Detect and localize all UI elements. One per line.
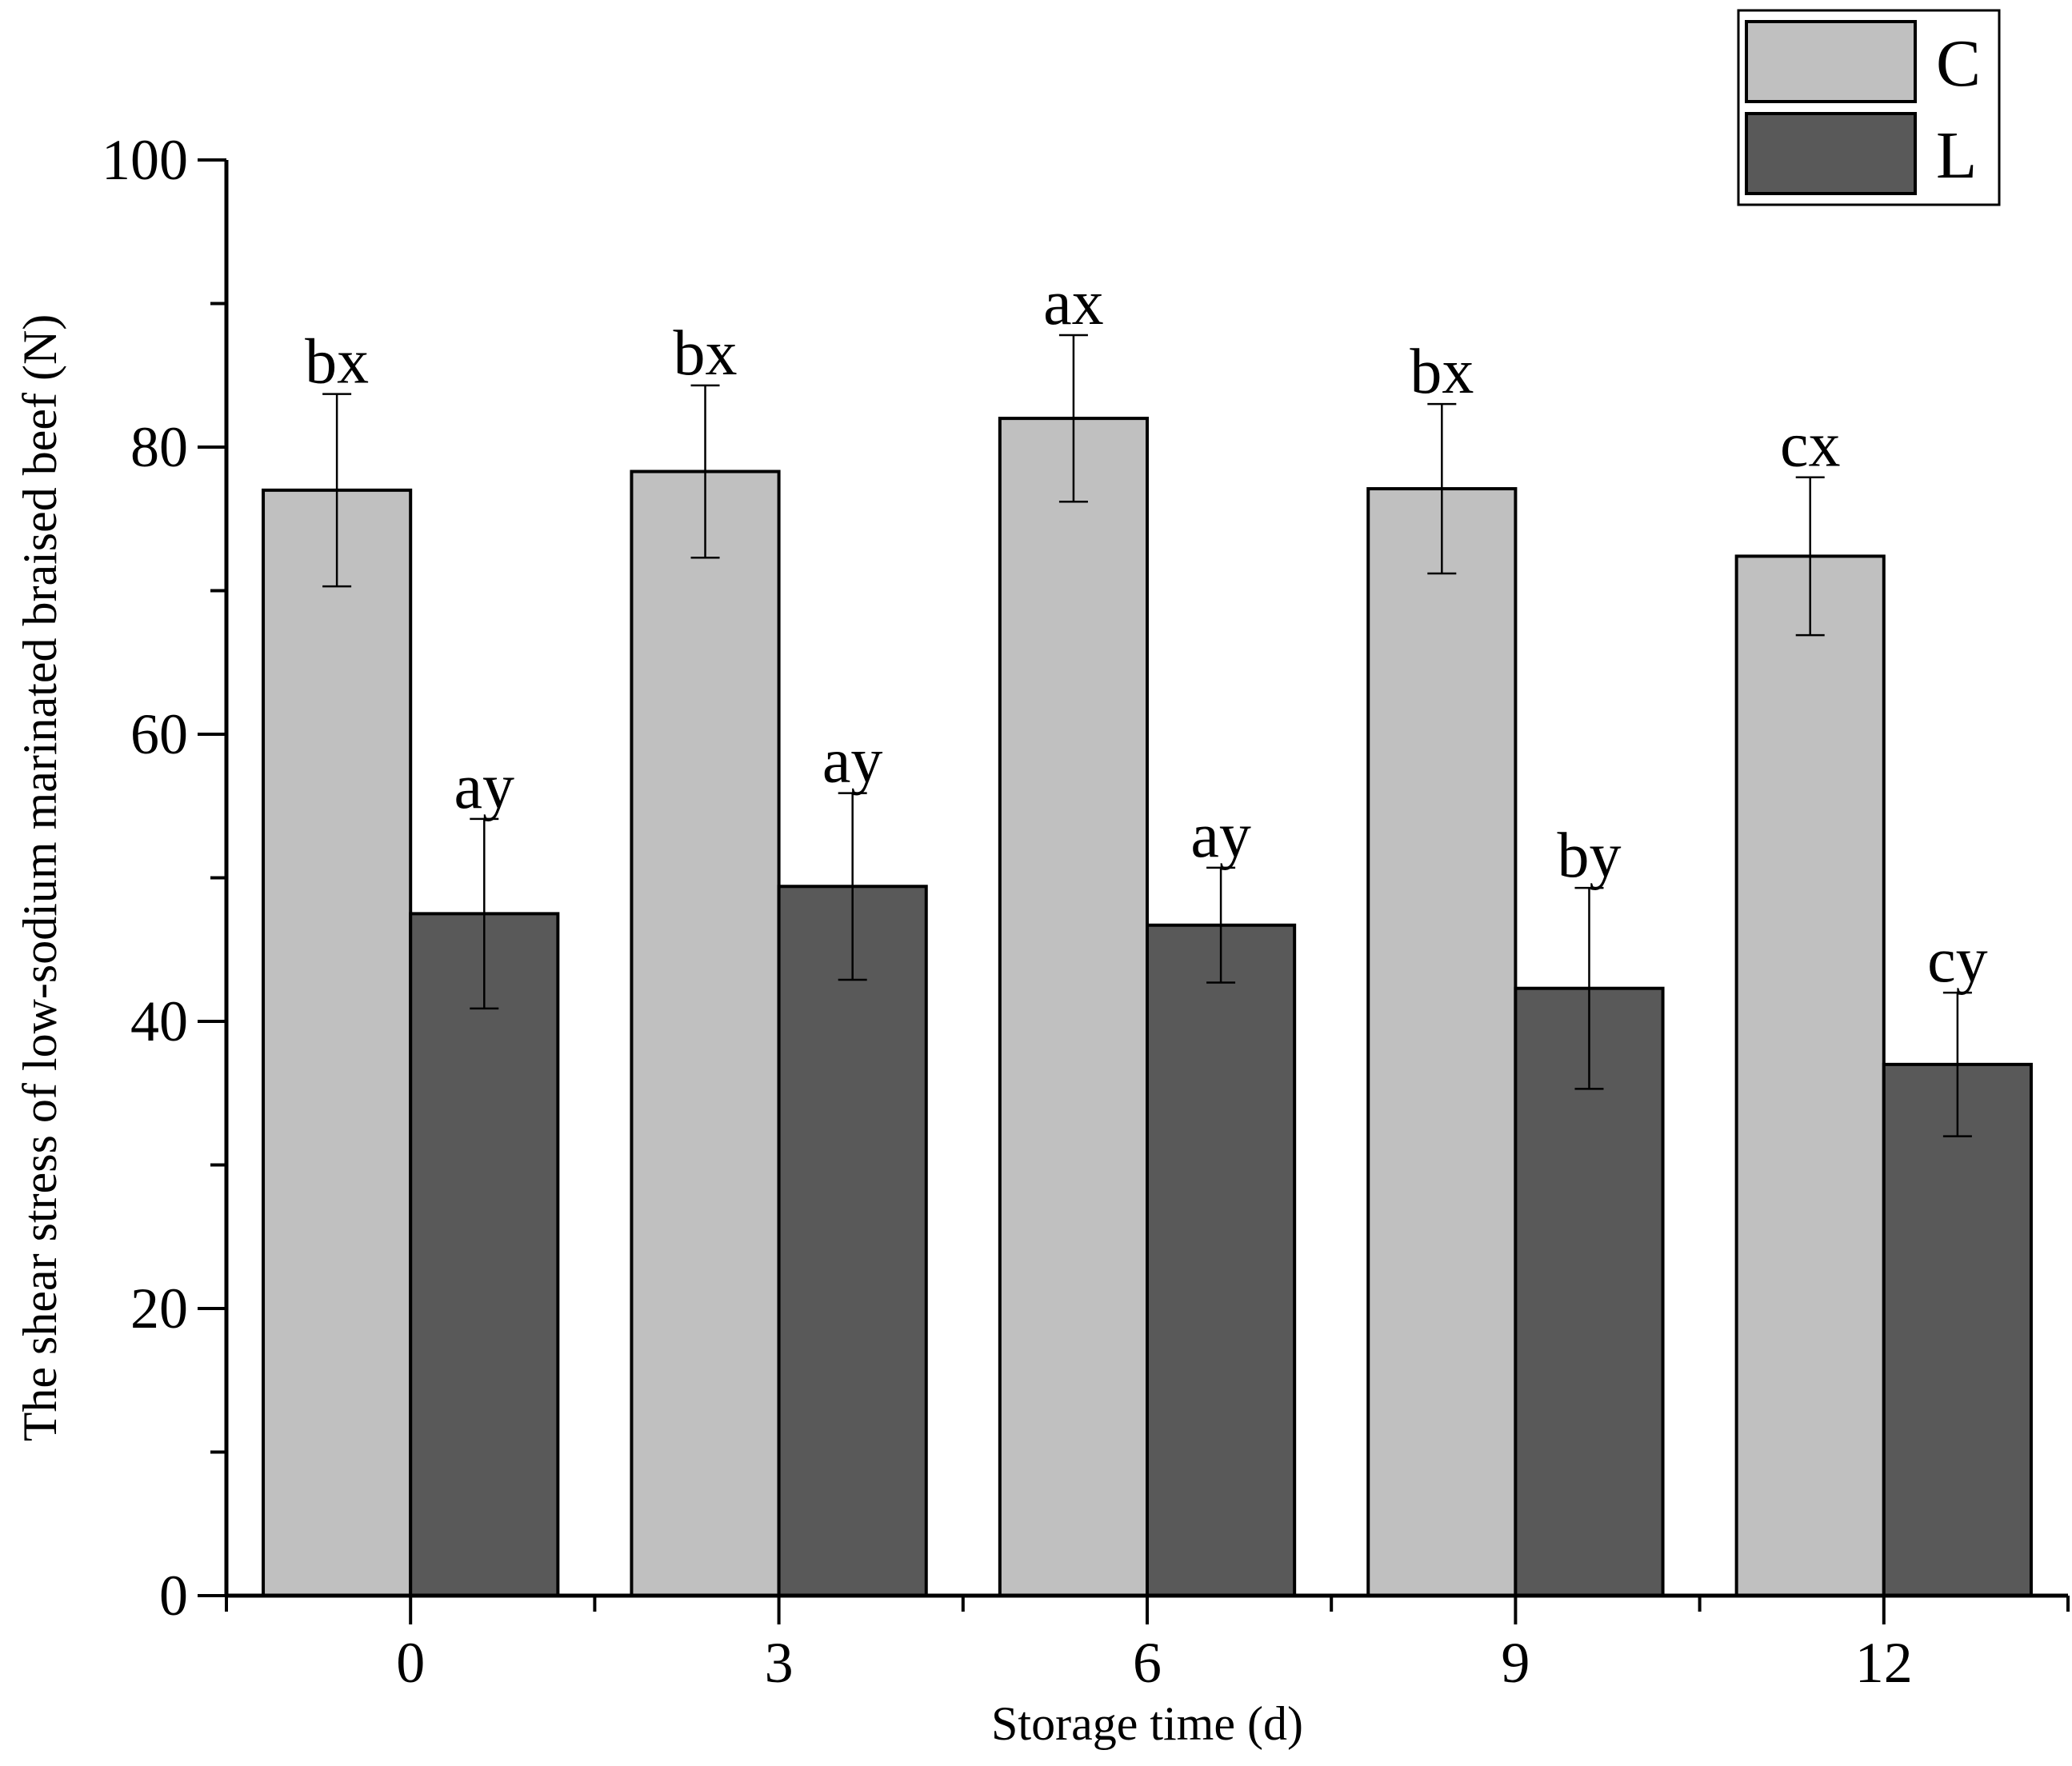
bar-C-6 <box>998 417 1149 1597</box>
legend-swatch-L <box>1745 112 1917 195</box>
bar-C-9 <box>1366 487 1518 1597</box>
y-axis-label: The shear stress of low-sodium marinated… <box>14 314 66 1442</box>
significance-label-L-6: ay <box>1190 801 1251 871</box>
y-tick-label: 80 <box>130 415 188 479</box>
y-tick-label: 40 <box>130 989 188 1053</box>
error-bar-L-0 <box>470 817 499 1010</box>
x-tick-label: 9 <box>1501 1631 1530 1695</box>
significance-label-C-3: bx <box>674 318 738 389</box>
x-tick-label: 12 <box>1855 1631 1913 1695</box>
error-bar-L-3 <box>838 792 867 981</box>
axes-layer <box>198 158 2070 1624</box>
significance-label-L-9: by <box>1557 821 1621 891</box>
error-bar-C-3 <box>690 384 720 559</box>
error-bar-L-6 <box>1206 866 1236 984</box>
bar-L-6 <box>1146 923 1297 1597</box>
y-tick-label: 60 <box>130 702 188 766</box>
bar-C-12 <box>1734 554 1886 1597</box>
legend-swatch-C <box>1745 20 1917 103</box>
significance-labels-layer: bx bx ax bx cx ay ay ay by cy <box>305 268 1988 996</box>
bar-C-3 <box>630 469 781 1597</box>
x-tick-label: 0 <box>396 1631 425 1695</box>
error-bar-L-12 <box>1942 991 1972 1137</box>
significance-label-L-3: ay <box>822 726 883 797</box>
error-bars-layer <box>322 334 1972 1137</box>
y-tick-label: 0 <box>159 1564 188 1628</box>
bar-C-0 <box>262 488 413 1597</box>
bar-L-0 <box>409 912 560 1597</box>
error-bar-C-12 <box>1795 476 1825 637</box>
significance-label-L-0: ay <box>454 752 515 822</box>
significance-label-C-6: ax <box>1043 268 1104 338</box>
significance-label-C-0: bx <box>305 327 369 398</box>
error-bar-C-0 <box>322 393 352 588</box>
y-tick-label: 100 <box>102 128 188 192</box>
legend: CL <box>1737 9 2001 206</box>
significance-label-L-12: cy <box>1927 925 1988 996</box>
error-bar-C-6 <box>1058 334 1088 503</box>
x-tick-label: 6 <box>1133 1631 1162 1695</box>
legend-label-L: L <box>1936 118 1977 193</box>
significance-label-C-9: bx <box>1410 337 1474 407</box>
y-tick-label: 20 <box>130 1277 188 1340</box>
x-tick-label: 3 <box>765 1631 794 1695</box>
bar-L-3 <box>777 885 928 1597</box>
error-bar-L-9 <box>1574 886 1604 1090</box>
legend-label-C: C <box>1936 26 1981 101</box>
significance-label-C-12: cx <box>1780 410 1841 481</box>
x-axis-label: Storage time (d) <box>991 1697 1303 1750</box>
bar-L-12 <box>1882 1062 2033 1597</box>
tick-labels-layer: 0 20 40 60 80 100 0 3 6 9 12 <box>102 128 1913 1695</box>
error-bar-C-9 <box>1427 402 1457 575</box>
bars-layer <box>262 417 2033 1597</box>
